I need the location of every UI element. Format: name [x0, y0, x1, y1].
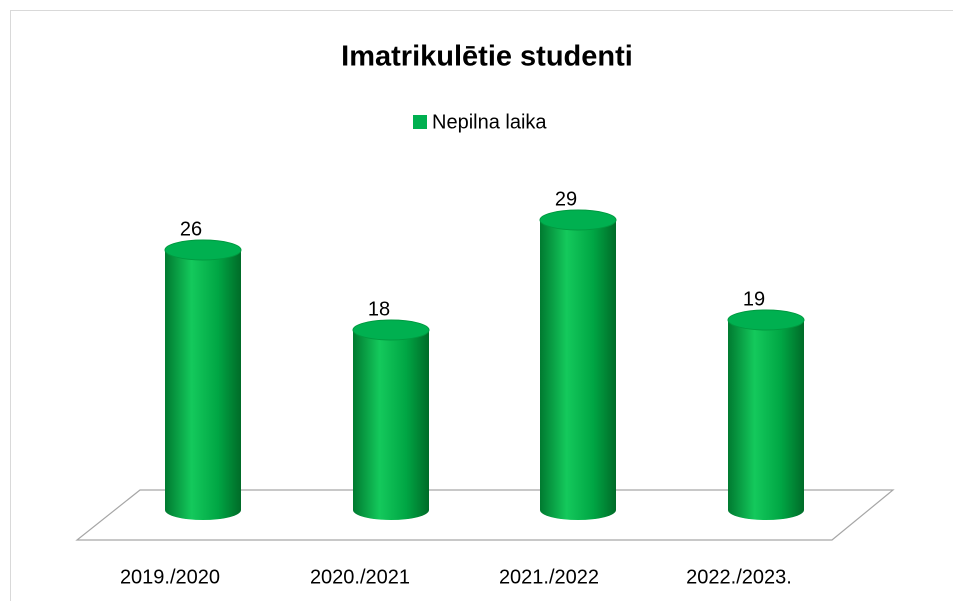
chart-title: Imatrikulētie studenti [341, 41, 633, 73]
legend-swatch [413, 115, 427, 129]
value-label: 18 [368, 298, 390, 320]
bar-top [539, 209, 617, 231]
value-label: 29 [555, 188, 577, 210]
bar [165, 250, 241, 520]
floor [75, 489, 895, 541]
bar [728, 320, 804, 520]
value-label: 19 [743, 288, 765, 310]
bar [353, 330, 429, 520]
x-tick-label: 2022./2023. [686, 566, 792, 588]
plot: 2019./2020 26 2020./2021 18 2021./2022 29 2022… [120, 188, 805, 588]
legend-label: Nepilna laika [432, 111, 547, 133]
x-tick-label: 2020./2021 [310, 566, 410, 588]
x-tick-label: 2021./2022 [499, 566, 599, 588]
value-label: 26 [180, 218, 202, 240]
bar [540, 220, 616, 520]
bar-top [164, 239, 242, 261]
bar-top [352, 319, 430, 341]
bar-top [727, 309, 805, 331]
x-tick-label: 2019./2020 [120, 566, 220, 588]
